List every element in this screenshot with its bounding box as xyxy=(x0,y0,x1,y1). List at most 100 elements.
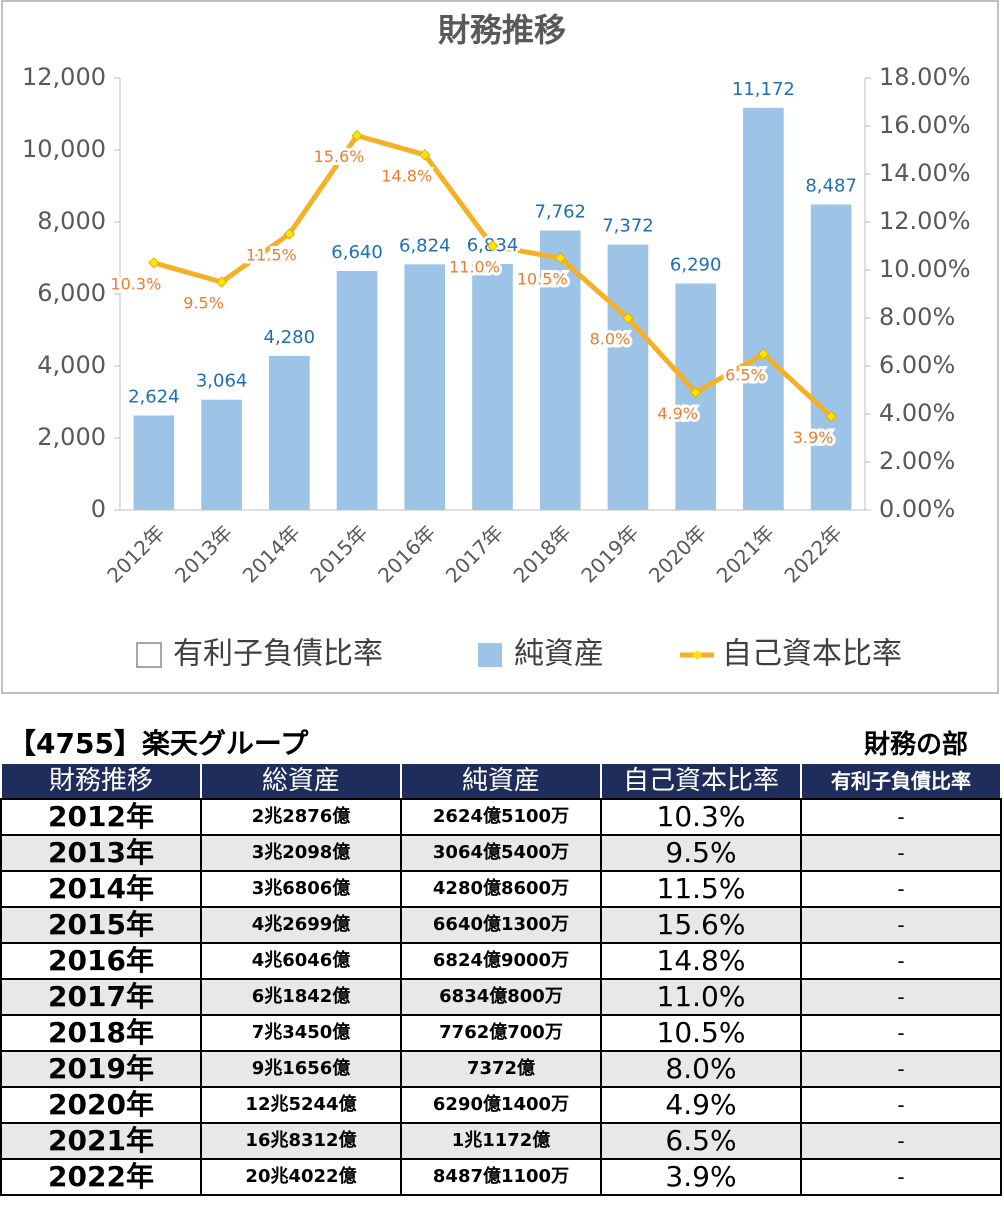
table-cell: 2014年 xyxy=(0,870,202,908)
table-cell: 9.5% xyxy=(600,834,802,872)
line-marker xyxy=(825,410,837,423)
line-marker xyxy=(419,149,431,161)
chart-title: 財務推移 xyxy=(438,11,566,49)
bar-label: 7,762 xyxy=(534,202,586,223)
table-cell: - xyxy=(800,798,1002,836)
table-cell: 2022年 xyxy=(0,1158,202,1196)
table-cell: 6兆1842億 xyxy=(200,978,402,1016)
table-row: 2017年 6兆1842億 6834億800万 11.0% - xyxy=(0,978,1002,1016)
legend-marker xyxy=(692,650,702,660)
line-label: 10.5% xyxy=(517,270,568,289)
bar-label: 11,172 xyxy=(732,79,795,100)
table-cell: - xyxy=(800,906,1002,944)
y2-tick-label: 12.00% xyxy=(879,207,971,235)
line-marker xyxy=(148,257,160,269)
table-cell: 3.9% xyxy=(600,1158,802,1196)
table-cell: 8487億1100万 xyxy=(400,1158,602,1196)
table-cell: 2017年 xyxy=(0,978,202,1016)
bar-label: 2,624 xyxy=(128,387,180,408)
header-cell: 財務推移 xyxy=(0,762,202,800)
table-cell: 2019年 xyxy=(0,1050,202,1088)
table-cell: 2018年 xyxy=(0,1014,202,1052)
table-subtitle: 財務の部 xyxy=(863,730,968,760)
table-row: 2020年 12兆5244億 6290億1400万 4.9% - xyxy=(0,1086,1002,1124)
table-cell: 2016年 xyxy=(0,942,202,980)
line-marker xyxy=(351,129,363,142)
table-cell: 2013年 xyxy=(0,834,202,872)
bar-label: 6,640 xyxy=(331,242,383,263)
line-label: 6.5% xyxy=(725,366,766,385)
bar xyxy=(539,230,581,510)
y-tick-label: 8,000 xyxy=(37,207,106,235)
table-cell: - xyxy=(800,1050,1002,1088)
legend-swatch xyxy=(478,643,502,667)
y2-tick-label: 4.00% xyxy=(879,399,955,427)
table-cell: 4兆2699億 xyxy=(200,906,402,944)
y-tick-label: 6,000 xyxy=(37,279,106,307)
table-cell: 4280億8600万 xyxy=(400,870,602,908)
line-marker xyxy=(622,312,634,324)
table-cell: 6640億1300万 xyxy=(400,906,602,944)
y-tick-label: 2,000 xyxy=(37,423,106,451)
table-cell: 10.3% xyxy=(600,798,802,836)
table-cell: 3兆2098億 xyxy=(200,834,402,872)
bar xyxy=(133,415,175,510)
line-marker xyxy=(283,228,296,240)
legend-label: 純資産 xyxy=(514,637,604,672)
table-cell: 7兆3450億 xyxy=(200,1014,402,1052)
header-cell: 自己資本比率 xyxy=(600,762,802,800)
table-cell: 14.8% xyxy=(600,942,802,980)
bar xyxy=(472,263,513,510)
y2-tick-label: 0.00% xyxy=(879,495,955,523)
table-cell: - xyxy=(800,1086,1002,1124)
table-cell: 2兆2876億 xyxy=(200,798,402,836)
line-marker xyxy=(486,240,499,252)
y-tick-label: 0 xyxy=(91,495,106,523)
y2-tick-label: 18.00% xyxy=(879,63,971,91)
bar-label: 7,372 xyxy=(602,216,654,237)
table-cell: 8.0% xyxy=(600,1050,802,1088)
y-tick-label: 12,000 xyxy=(22,63,106,91)
bar xyxy=(743,107,784,511)
table-row: 2019年 9兆1656億 7372億 8.0% - xyxy=(0,1050,1002,1088)
header-cell: 総資産 xyxy=(200,762,402,800)
line-label: 3.9% xyxy=(793,428,834,447)
table-row: 2014年 3兆6806億 4280億8600万 11.5% - xyxy=(0,870,1002,908)
table-row: 2018年 7兆3450億 7762億700万 10.5% - xyxy=(0,1014,1002,1052)
table-cell: 1兆1172億 xyxy=(400,1122,602,1160)
table-row: 2012年 2兆2876億 2624億5100万 10.3% - xyxy=(0,798,1002,836)
table-cell: 11.0% xyxy=(600,978,802,1016)
bar-label: 3,064 xyxy=(196,371,248,392)
line-label: 14.8% xyxy=(381,166,432,185)
table-cell: - xyxy=(800,942,1002,980)
table-cell: - xyxy=(800,1014,1002,1052)
table-cell: 16兆8312億 xyxy=(200,1122,402,1160)
table-cell: 2020年 xyxy=(0,1086,202,1124)
header-row: 財務推移 総資産 純資産 自己資本比率 有利子負債比率 xyxy=(0,762,1002,800)
line-label: 4.9% xyxy=(657,404,698,423)
table-cell: - xyxy=(800,1122,1002,1160)
y-tick-label: 4,000 xyxy=(37,351,106,379)
table-cell: - xyxy=(800,834,1002,872)
line-marker xyxy=(215,276,228,288)
table-cell: 2624億5100万 xyxy=(400,798,602,836)
line-label: 8.0% xyxy=(590,330,631,349)
line-label: 11.5% xyxy=(246,246,297,265)
bar xyxy=(201,399,242,510)
line-label: 11.0% xyxy=(449,258,500,277)
table-cell: 2021年 xyxy=(0,1122,202,1160)
y2-tick-label: 14.00% xyxy=(879,159,971,187)
bar xyxy=(607,244,649,510)
line-label: 15.6% xyxy=(314,147,365,166)
table-cell: 3064億5400万 xyxy=(400,834,602,872)
header-cell: 有利子負債比率 xyxy=(800,762,1002,800)
y2-tick-label: 8.00% xyxy=(879,303,955,331)
table-cell: 6290億1400万 xyxy=(400,1086,602,1124)
table-cell: 7372億 xyxy=(400,1050,602,1088)
table-cell: 4兆6046億 xyxy=(200,942,402,980)
table-row: 2016年 4兆6046億 6824億9000万 14.8% - xyxy=(0,942,1002,980)
line-label: 9.5% xyxy=(183,294,224,313)
table-cell: 2015年 xyxy=(0,906,202,944)
table-cell: 6834億800万 xyxy=(400,978,602,1016)
